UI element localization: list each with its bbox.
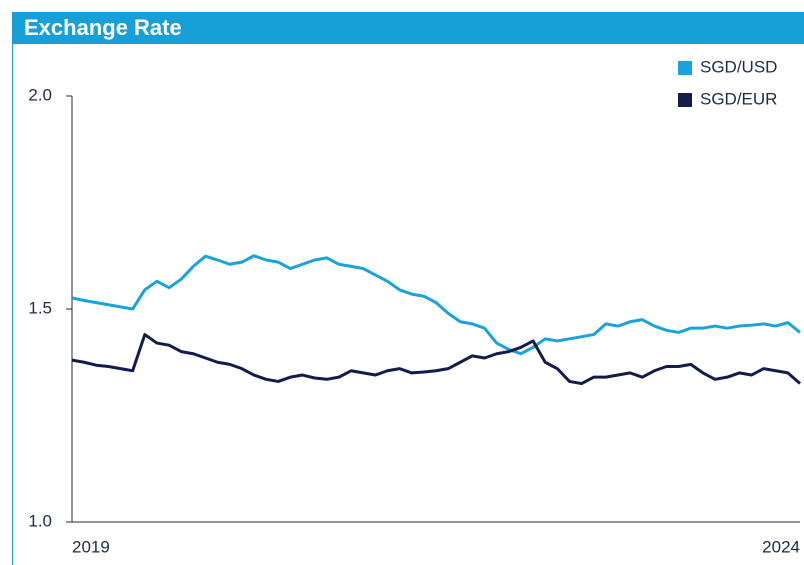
y-tick-label: 1.5 — [28, 298, 52, 317]
y-tick-label: 2.0 — [28, 85, 52, 104]
header-bar — [12, 12, 804, 44]
legend-swatch — [678, 93, 692, 107]
y-tick-label: 1.0 — [28, 511, 52, 530]
x-tick-label: 2019 — [72, 537, 110, 556]
series-line — [71, 333, 801, 386]
x-tick-label: 2024 — [762, 537, 800, 556]
legend-swatch — [678, 61, 692, 75]
series-line — [71, 254, 801, 356]
chart-title: Exchange Rate — [24, 15, 182, 40]
legend-label: SGD/USD — [700, 57, 777, 76]
legend-label: SGD/EUR — [700, 89, 777, 108]
